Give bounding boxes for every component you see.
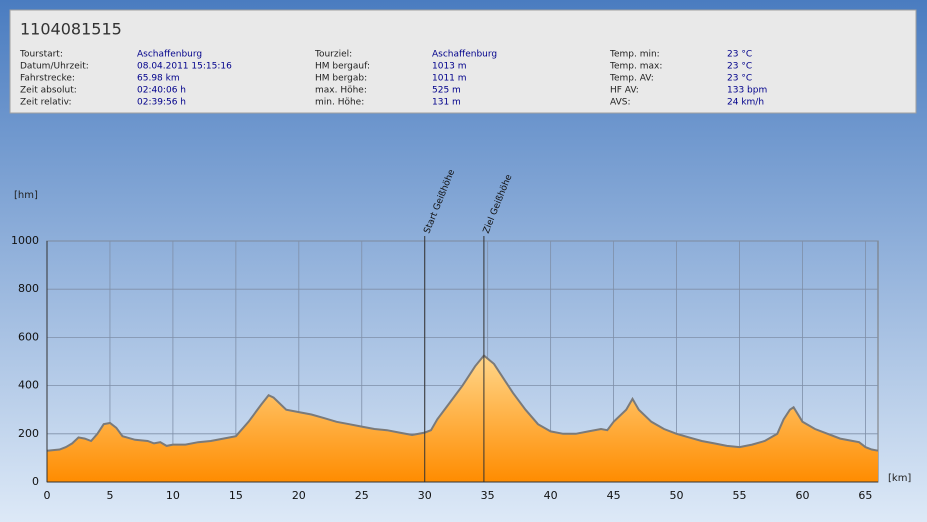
x-tick-label: 30 — [418, 489, 432, 502]
y-tick-label: 600 — [18, 330, 39, 343]
info-value: 02:40:06 h — [137, 86, 186, 96]
info-label: max. Höhe: — [315, 86, 367, 96]
x-tick-label: 55 — [733, 489, 747, 502]
info-value: 23 °C — [727, 50, 752, 60]
info-label: Temp. max: — [609, 62, 662, 72]
y-tick-label: 1000 — [11, 234, 39, 247]
info-label: HF AV: — [610, 86, 639, 96]
info-label: Zeit absolut: — [20, 86, 77, 96]
info-label: Fahrstrecke: — [20, 74, 75, 84]
info-value: 08.04.2011 15:15:16 — [137, 62, 232, 72]
x-tick-label: 45 — [607, 489, 621, 502]
info-value: 65.98 km — [137, 74, 180, 84]
x-tick-label: 50 — [670, 489, 684, 502]
info-value: 24 km/h — [727, 98, 764, 108]
y-tick-label: 400 — [18, 379, 39, 392]
title: 1104081515 — [20, 20, 122, 39]
x-tick-label: 10 — [166, 489, 180, 502]
info-value: Aschaffenburg — [137, 50, 202, 60]
area — [47, 355, 878, 482]
info-value: 1011 m — [432, 74, 467, 84]
info-value: 1013 m — [432, 62, 467, 72]
info-label: HM bergauf: — [315, 62, 370, 72]
x-tick-label: 20 — [292, 489, 306, 502]
info-label: HM bergab: — [315, 74, 367, 84]
y-tick-label: 800 — [18, 282, 39, 295]
info-value: 23 °C — [727, 62, 752, 72]
info-label: Temp. min: — [609, 50, 660, 60]
x-tick-label: 35 — [481, 489, 495, 502]
info-value: 525 m — [432, 86, 461, 96]
x-tick-label: 15 — [229, 489, 243, 502]
profile-line — [46, 354, 879, 452]
x-tick-label: 65 — [858, 489, 872, 502]
info-label: Zeit relativ: — [20, 98, 72, 108]
info-label: min. Höhe: — [315, 98, 364, 108]
x-tick-label: 25 — [355, 489, 369, 502]
y-tick-label: 0 — [32, 475, 39, 488]
info-label: Datum/Uhrzeit: — [20, 62, 89, 72]
x-tick-label: 40 — [544, 489, 558, 502]
x-tick-label: 0 — [44, 489, 51, 502]
x-tick-label: 5 — [106, 489, 113, 502]
info-label: AVS: — [610, 98, 630, 108]
info-value: 23 °C — [727, 74, 752, 84]
y-tick-label: 200 — [18, 427, 39, 440]
y-axis-label: [hm] — [14, 190, 38, 201]
info-value: 133 bpm — [727, 86, 767, 96]
info-panel — [9, 9, 917, 114]
info-label: Tourstart: — [19, 50, 63, 60]
info-label: Temp. AV: — [609, 74, 654, 84]
x-axis-label: [km] — [888, 473, 911, 484]
x-tick-label: 60 — [795, 489, 809, 502]
info-value: 131 m — [432, 98, 461, 108]
info-value: Aschaffenburg — [432, 50, 497, 60]
info-label: Tourziel: — [314, 50, 352, 60]
info-value: 02:39:56 h — [137, 98, 186, 108]
